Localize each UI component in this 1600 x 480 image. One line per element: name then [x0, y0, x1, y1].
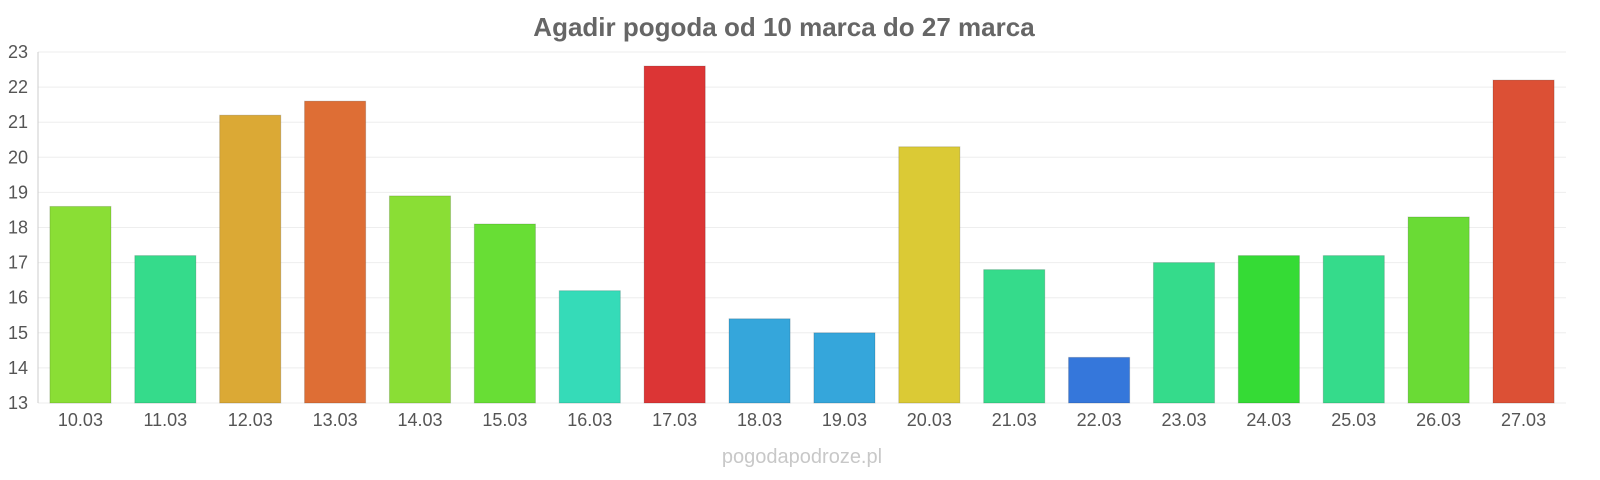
y-tick-label: 23: [8, 42, 28, 62]
x-tick-label: 14.03: [397, 410, 442, 430]
watermark: pogodapodroze.pl: [722, 446, 882, 468]
y-tick-label: 14: [8, 358, 28, 378]
x-tick-label: 12.03: [228, 410, 273, 430]
x-axis-ticks: 10.03 11.03 12.03 13.03 14.03 15.03 16.03 17.03…: [58, 410, 1546, 430]
y-tick-label: 21: [8, 112, 28, 132]
x-tick-label: 21.03: [992, 410, 1037, 430]
bar-23.03: [1152, 262, 1216, 404]
bar-22.03: [1068, 356, 1131, 404]
gridlines: [38, 51, 1566, 404]
x-tick-label: 25.03: [1331, 410, 1376, 430]
y-tick-label: 15: [8, 323, 28, 343]
x-tick-label: 10.03: [58, 410, 103, 430]
y-tick-label: 22: [8, 77, 28, 97]
bar-27.03: [1492, 79, 1555, 404]
bar-25.03: [1322, 255, 1385, 404]
x-tick-label: 27.03: [1501, 410, 1546, 430]
x-tick-label: 23.03: [1161, 410, 1206, 430]
x-tick-label: 24.03: [1246, 410, 1291, 430]
y-tick-label: 19: [8, 182, 28, 202]
x-tick-label: 17.03: [652, 410, 697, 430]
y-tick-label: 13: [8, 393, 28, 413]
y-tick-label: 18: [8, 218, 28, 238]
x-tick-label: 19.03: [822, 410, 867, 430]
chart-title: Agadir pogoda od 10 marca do 27 marca: [533, 12, 1035, 42]
bars: [49, 65, 1555, 404]
bar-13.03: [304, 100, 367, 404]
bar-11.03: [134, 255, 197, 404]
x-tick-label: 15.03: [482, 410, 527, 430]
bar-21.03: [983, 269, 1046, 404]
bar-26.03: [1407, 216, 1470, 404]
bar-17.03: [643, 65, 706, 404]
bar-19.03: [813, 332, 876, 404]
y-tick-label: 20: [8, 147, 28, 167]
x-tick-label: 26.03: [1416, 410, 1461, 430]
y-tick-label: 17: [8, 253, 28, 273]
bar-14.03: [388, 195, 452, 404]
x-tick-label: 18.03: [737, 410, 782, 430]
y-axis-ticks: 13 14 15 16 17 18 19 20 21 22 23: [8, 42, 28, 413]
bar-20.03: [898, 146, 961, 404]
bar-15.03: [473, 223, 536, 404]
x-tick-label: 16.03: [567, 410, 612, 430]
bar-12.03: [219, 114, 282, 404]
y-tick-label: 16: [8, 288, 28, 308]
x-tick-label: 22.03: [1077, 410, 1122, 430]
bar-10.03: [49, 205, 112, 404]
bar-24.03: [1237, 255, 1300, 404]
bar-18.03: [728, 318, 791, 404]
x-tick-label: 20.03: [907, 410, 952, 430]
x-tick-label: 11.03: [143, 410, 187, 430]
bar-16.03: [558, 290, 621, 404]
x-tick-label: 13.03: [313, 410, 358, 430]
